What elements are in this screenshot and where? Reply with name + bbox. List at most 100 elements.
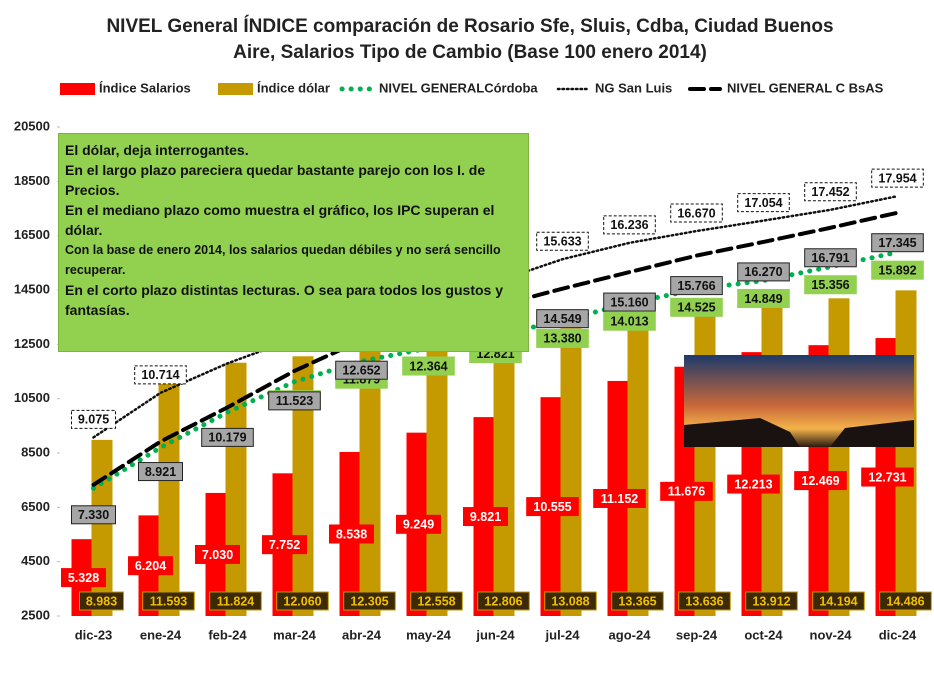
y-tick-label: 20500 — [14, 118, 50, 133]
y-tick-label: 6500 — [21, 499, 50, 514]
value-label: 13.088 — [551, 594, 589, 608]
value-label: 14.549 — [543, 312, 581, 326]
value-label: 12.558 — [417, 594, 455, 608]
value-label: 15.356 — [811, 278, 849, 292]
value-label: 7.030 — [202, 548, 233, 562]
value-label: 8.983 — [86, 594, 117, 608]
value-label: 16.670 — [677, 206, 715, 220]
value-label: 7.752 — [269, 538, 300, 552]
bar — [92, 440, 113, 616]
value-label: 11.593 — [150, 594, 188, 608]
y-tick-label: 8500 — [21, 444, 50, 459]
annotation-line: En el mediano plazo como muestra el gráf… — [65, 200, 522, 240]
value-label: 12.060 — [283, 594, 321, 608]
value-label: 12.305 — [350, 594, 388, 608]
value-label: 13.636 — [685, 594, 723, 608]
bar — [427, 343, 448, 616]
x-tick-label: ago-24 — [609, 627, 652, 642]
bar — [829, 298, 850, 616]
value-label: 12.731 — [868, 470, 906, 484]
legend-label: NIVEL GENERALCórdoba — [379, 80, 538, 95]
x-tick-label: may-24 — [406, 627, 452, 642]
bar — [628, 321, 649, 616]
legend-label: NIVEL GENERAL C BsAS — [727, 80, 884, 95]
value-label: 6.204 — [135, 559, 166, 573]
annotation-line: Con la base de enero 2014, los salarios … — [65, 240, 522, 280]
x-tick-label: nov-24 — [810, 627, 853, 642]
value-label: 17.054 — [744, 196, 782, 210]
value-label: 10.555 — [533, 500, 571, 514]
value-label: 16.791 — [811, 251, 849, 265]
value-label: 11.523 — [276, 394, 314, 408]
page: 2500 4500 6500 8500 10500 12500 14500 16500 1850… — [0, 0, 934, 681]
value-label: 15.766 — [677, 279, 715, 293]
value-label: 10.714 — [141, 368, 179, 382]
bar — [762, 306, 783, 616]
value-label: 5.328 — [68, 571, 99, 585]
value-label: 9.821 — [470, 510, 501, 524]
legend-label: Índice dólar — [257, 80, 330, 95]
value-label: 17.452 — [811, 185, 849, 199]
x-tick-label: jun-24 — [475, 627, 515, 642]
bar — [695, 313, 716, 616]
value-label: 8.921 — [145, 465, 176, 479]
value-label: 13.380 — [543, 332, 581, 346]
value-label: 11.152 — [601, 492, 639, 506]
x-tick-label: dic-24 — [879, 627, 917, 642]
value-label: 14.525 — [677, 301, 715, 315]
value-label: 16.236 — [610, 218, 648, 232]
bar — [159, 369, 180, 616]
value-label: 9.075 — [78, 413, 109, 427]
value-label: 16.270 — [744, 265, 782, 279]
x-tick-label: ene-24 — [140, 627, 182, 642]
annotation-box: El dólar, deja interrogantes. En el larg… — [58, 133, 529, 352]
bar — [896, 290, 917, 616]
annotation-line: En el corto plazo distintas lecturas. O … — [65, 280, 522, 320]
value-label: 14.849 — [744, 292, 782, 306]
bar — [360, 350, 381, 616]
y-tick-label: 16500 — [14, 227, 50, 242]
x-tick-label: mar-24 — [273, 627, 316, 642]
x-tick-label: dic-23 — [75, 627, 113, 642]
value-label: 12.652 — [342, 364, 380, 378]
value-label: 14.013 — [610, 315, 648, 329]
value-label: 12.364 — [409, 359, 447, 373]
value-label: 11.676 — [668, 485, 706, 499]
x-tick-label: abr-24 — [342, 627, 382, 642]
value-label: 14.486 — [886, 594, 924, 608]
y-tick-label: 14500 — [14, 281, 50, 296]
legend-label: Índice Salarios — [99, 80, 191, 95]
legend-swatch — [60, 83, 95, 95]
bar — [494, 336, 515, 616]
y-tick-label: 12500 — [14, 336, 50, 351]
legend-swatch — [218, 83, 253, 95]
bar — [561, 328, 582, 616]
value-label: 7.330 — [78, 508, 109, 522]
y-tick-label: 10500 — [14, 390, 50, 405]
value-label: 10.179 — [208, 431, 246, 445]
chart-title: NIVEL General ÍNDICE comparación de Rosa… — [90, 14, 850, 66]
y-tick-label: 2500 — [21, 607, 50, 622]
value-label: 15.892 — [878, 263, 916, 277]
x-tick-label: jul-24 — [545, 627, 581, 642]
value-label: 15.633 — [543, 235, 581, 249]
value-label: 8.538 — [336, 527, 367, 541]
annotation-line: En el largo plazo pareciera quedar basta… — [65, 160, 522, 200]
y-tick-label: 4500 — [21, 553, 50, 568]
value-label: 12.213 — [734, 477, 772, 491]
value-label: 13.912 — [752, 594, 790, 608]
value-label: 12.806 — [484, 594, 522, 608]
value-label: 13.365 — [618, 594, 656, 608]
x-tick-label: sep-24 — [676, 627, 718, 642]
x-tick-label: feb-24 — [208, 627, 247, 642]
value-label: 17.345 — [878, 236, 916, 250]
value-label: 9.249 — [403, 518, 434, 532]
value-label: 17.954 — [878, 171, 916, 185]
value-label: 15.160 — [610, 295, 648, 309]
value-label: 12.469 — [801, 474, 839, 488]
y-tick-label: 18500 — [14, 173, 50, 188]
value-label: 11.824 — [217, 594, 255, 608]
annotation-line: El dólar, deja interrogantes. — [65, 140, 522, 160]
legend-label: NG San Luis — [595, 80, 672, 95]
value-label: 14.194 — [819, 594, 857, 608]
